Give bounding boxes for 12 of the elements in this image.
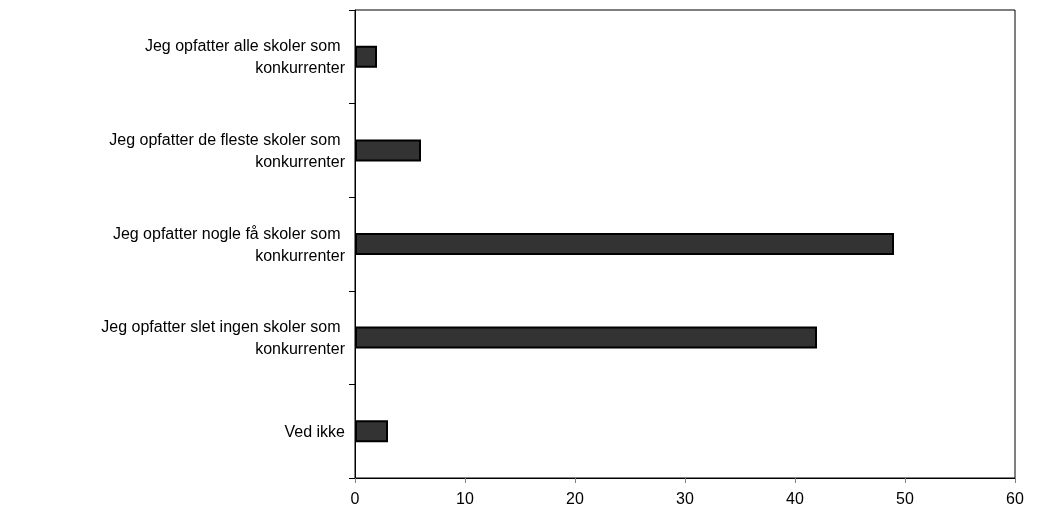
- x-tick-label: 60: [1006, 489, 1024, 507]
- y-tick-label: Ved ikke: [284, 422, 346, 440]
- y-tick-label: Jeg opfatter slet ingen skoler som konkurrenter: [101, 318, 346, 358]
- x-tick-label: 50: [896, 489, 914, 507]
- x-tick-label: 20: [566, 489, 584, 507]
- y-tick-label: Jeg opfatter de fleste skoler som konkurrenter: [109, 130, 346, 170]
- y-tick-label: Jeg opfatter alle skoler som konkurrenter: [144, 37, 346, 77]
- y-tick-label: Jeg opfatter nogle få skoler som konkurrenter: [112, 224, 346, 264]
- x-tick-label: 30: [676, 489, 694, 507]
- x-tick-label: 0: [350, 489, 360, 507]
- x-tick-label: 40: [786, 489, 804, 507]
- x-tick-label: 10: [456, 489, 474, 507]
